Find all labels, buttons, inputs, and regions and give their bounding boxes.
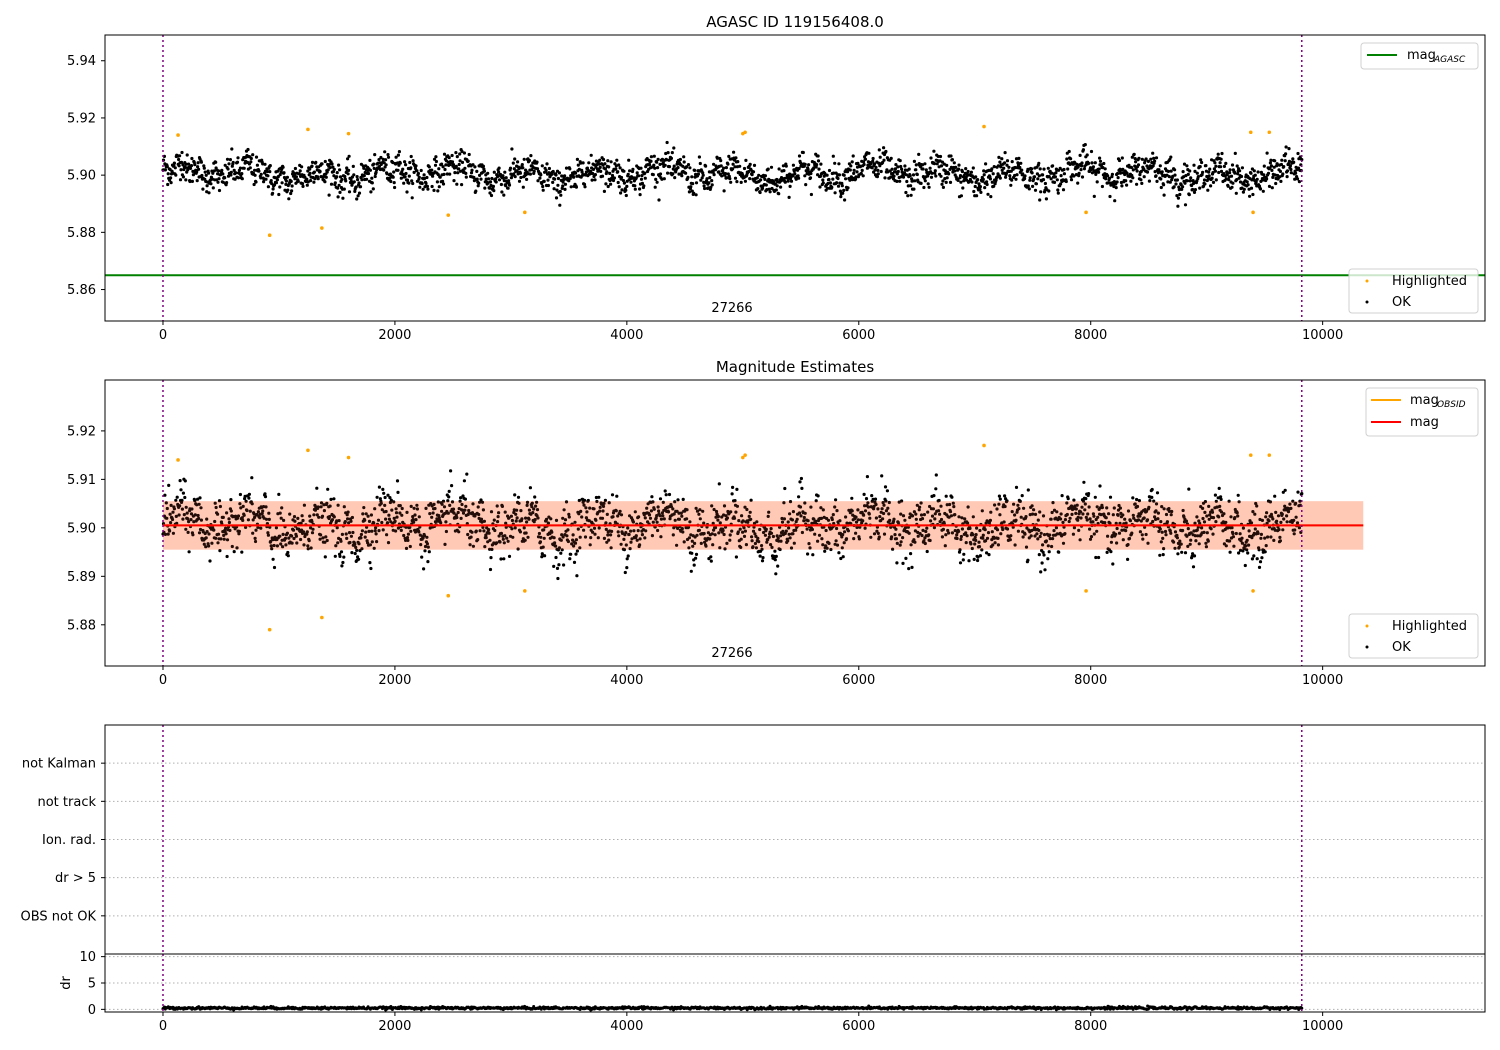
mag-highlighted-point: [982, 443, 986, 448]
mag-ytick-label: 5.89: [67, 570, 96, 585]
dr-xtick-label: 8000: [1074, 1019, 1107, 1034]
mag-xtick-label: 6000: [842, 673, 875, 688]
mag-highlighted-point: [1084, 589, 1088, 593]
mag-highlighted-point: [446, 593, 451, 598]
dr-ytick-label: 5: [88, 977, 96, 992]
agasc-ytick-label: 5.94: [67, 54, 96, 69]
panel-magnitude-title: Magnitude Estimates: [716, 358, 874, 376]
agasc-xtick-label: 6000: [842, 328, 875, 343]
agasc-highlighted-point: [346, 131, 351, 136]
mag-highlighted-point: [1251, 589, 1255, 593]
panel-agasc-title: AGASC ID 119156408.0: [706, 13, 884, 31]
agasc-ytick-label: 5.92: [67, 111, 96, 126]
dr-xtick-label: 0: [159, 1019, 167, 1034]
mag-highlighted-point: [1267, 453, 1272, 457]
legend-agasc-ok: OK: [1392, 295, 1411, 310]
panel-agasc-frame: [104, 34, 1486, 322]
panel-dr: 0 2000 4000 6000 8000 10000 0 5 10 dr: [59, 950, 1486, 1034]
mag-ytick-label: 5.92: [67, 424, 96, 439]
agasc-highlighted-point: [1251, 210, 1255, 215]
dr-points: [161, 1004, 1304, 1012]
dr-xtick-label: 6000: [842, 1019, 875, 1034]
agasc-highlighted-point: [306, 127, 310, 132]
legend-agasc-mag-label: mag: [1407, 48, 1436, 63]
legend-agasc-highlighted: Highlighted: [1392, 274, 1467, 289]
flags-category-label: not Kalman: [22, 757, 96, 772]
panel-magnitude-annotation: 27266: [711, 646, 752, 661]
panel-dr-ylabel: dr: [59, 976, 74, 990]
mag-ok-points: [161, 469, 1304, 581]
agasc-xtick-label: 0: [159, 328, 167, 343]
agasc-highlighted-point: [267, 233, 272, 237]
panel-magnitude-legend-bottom: Highlighted OK: [1348, 613, 1479, 659]
mag-highlighted-point: [743, 453, 747, 457]
flags-category-label: dr > 5: [55, 871, 96, 886]
mag-ytick-label: 5.90: [67, 521, 96, 536]
agasc-highlighted-point: [446, 213, 451, 217]
mag-xtick-label: 2000: [378, 673, 411, 688]
panel-agasc: AGASC ID 119156408.0 0 2000 4000 6000 8000 10…: [67, 13, 1486, 343]
agasc-xtick-label: 8000: [1074, 328, 1107, 343]
legend-agasc-mag-sub: AGASC: [1433, 55, 1466, 65]
mag-highlighted-point: [306, 448, 310, 453]
agasc-xtick-label: 10000: [1302, 328, 1343, 343]
agasc-highlighted-point: [522, 210, 527, 215]
legend-mag-highlighted: Highlighted: [1392, 619, 1467, 634]
agasc-ytick-label: 5.90: [67, 169, 96, 184]
panel-magnitude-frame: [104, 379, 1486, 667]
flags-category-label: not track: [37, 795, 96, 810]
agasc-highlighted-point: [1084, 210, 1088, 215]
panel-magnitude: Magnitude Estimates 0 2000 4000 6000 8000 100…: [67, 358, 1486, 688]
mag-ytick-label: 5.88: [67, 618, 96, 633]
mag-highlighted-point: [522, 589, 527, 593]
panel-agasc-legend-bottom: Highlighted OK: [1348, 268, 1479, 314]
agasc-highlighted-point: [176, 133, 180, 137]
panel-magnitude-legend-top: mag OBSID mag: [1365, 387, 1479, 437]
agasc-ytick-label: 5.86: [67, 283, 96, 298]
mag-highlighted-point: [346, 455, 351, 460]
legend-mag-label: mag: [1410, 415, 1439, 430]
dr-xtick-label: 10000: [1302, 1019, 1343, 1034]
flags-category-label: OBS not OK: [21, 909, 97, 924]
agasc-ytick-label: 5.88: [67, 226, 96, 241]
flags-category-label: Ion. rad.: [42, 833, 96, 848]
mag-ytick-label: 5.91: [67, 473, 96, 488]
agasc-highlighted-point: [320, 226, 324, 230]
dr-ytick-label: 10: [79, 950, 96, 965]
dr-ytick-label: 0: [88, 1003, 96, 1018]
mag-highlighted-point: [320, 615, 324, 620]
mag-highlighted-point: [741, 455, 745, 460]
panel-agasc-annotation: 27266: [711, 301, 752, 316]
agasc-xtick-label: 4000: [610, 328, 643, 343]
mag-highlighted-point: [1248, 453, 1253, 457]
mag-highlighted-point: [267, 627, 272, 632]
agasc-highlighted-point: [743, 130, 747, 135]
mag-xtick-label: 10000: [1302, 673, 1343, 688]
agasc-xtick-label: 2000: [378, 328, 411, 343]
mag-xtick-label: 0: [159, 673, 167, 688]
legend-mag-obsid-label: mag: [1410, 393, 1439, 408]
agasc-highlighted-point: [1267, 130, 1272, 135]
mag-xtick-label: 8000: [1074, 673, 1107, 688]
legend-mag-obsid-sub: OBSID: [1437, 400, 1466, 410]
agasc-highlighted-point: [1248, 130, 1253, 135]
dr-xtick-label: 2000: [378, 1019, 411, 1034]
agasc-highlighted-point: [982, 124, 986, 129]
legend-mag-ok: OK: [1392, 640, 1411, 655]
panel-agasc-legend-top: mag AGASC: [1360, 42, 1479, 70]
mag-highlighted-point: [176, 458, 180, 462]
mag-xtick-label: 4000: [610, 673, 643, 688]
dr-xtick-label: 4000: [610, 1019, 643, 1034]
